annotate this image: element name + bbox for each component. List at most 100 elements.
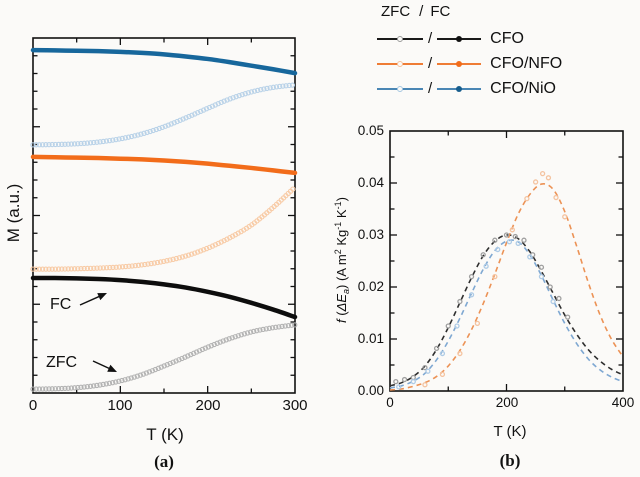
series-cfo-zfc-marker xyxy=(257,327,263,333)
series-cfo-nio-zfc-marker xyxy=(165,122,171,128)
series-cfo-zfc-marker xyxy=(164,362,170,368)
series-cfo-zfc-marker xyxy=(125,376,131,382)
series-cfo-nio-zfc-marker xyxy=(264,85,270,92)
series-cfo-zfc-marker xyxy=(282,323,288,329)
series-cfo-nio-zfc-marker xyxy=(87,140,94,146)
series-cfo-nfo-zfc-marker xyxy=(129,263,135,269)
series-cfo-nfo-zfc-marker xyxy=(139,262,145,268)
legend-row-cfo: / CFO xyxy=(377,26,637,51)
series-cfo-nfo-data-point xyxy=(439,371,446,378)
series-cfo-nio-zfc-marker xyxy=(110,137,116,143)
series-cfo-zfc-marker xyxy=(211,341,217,348)
series-cfo-fc xyxy=(30,275,298,320)
series-cfo-nio-fc xyxy=(30,47,298,76)
series-cfo-nio-zfc-marker xyxy=(49,141,55,148)
series-cfo-nio-zfc-marker xyxy=(46,141,52,148)
series-cfo-nio-zfc-marker xyxy=(209,103,216,109)
series-cfo-nfo-zfc-marker xyxy=(215,240,221,247)
panel-a-xtick-200: 200 xyxy=(195,397,221,414)
series-cfo-zfc-marker xyxy=(30,386,36,392)
series-cfo-zfc-marker xyxy=(214,340,220,346)
series-cfo-zfc-marker xyxy=(191,350,197,356)
legend-header-zfc: ZFC xyxy=(381,3,411,20)
panel-b-xtick-0: 0 xyxy=(386,395,394,410)
series-cfo-nio-zfc-marker xyxy=(168,121,174,127)
series-cfo-data-point xyxy=(401,376,408,383)
series-cfo-zfc-marker xyxy=(238,332,244,338)
series-cfo-zfc-marker xyxy=(137,372,144,378)
series-cfo-zfc-marker xyxy=(158,364,164,370)
series-cfo-nio-zfc-marker xyxy=(174,118,180,125)
series-cfo-data-point xyxy=(393,378,399,385)
series-cfo-nio-data-point xyxy=(515,240,521,246)
series-cfo-nio-zfc-marker xyxy=(78,140,84,147)
series-cfo-nio-zfc-marker xyxy=(65,141,71,147)
series-cfo-zfc-marker xyxy=(285,322,292,329)
series-cfo-nio-data-point xyxy=(468,292,475,298)
series-cfo-fit xyxy=(389,234,624,387)
series-cfo-nio-zfc-marker xyxy=(270,84,276,90)
series-cfo-nio-zfc-marker xyxy=(106,137,113,144)
series-cfo-zfc-marker xyxy=(220,338,226,344)
panel-b-ytick-002: 0.02 xyxy=(357,279,384,294)
series-cfo-nio-data-point xyxy=(495,246,501,253)
series-cfo-nio-zfc-marker xyxy=(186,113,192,120)
series-cfo-zfc-marker xyxy=(193,349,200,355)
series-cfo-nio-zfc-marker xyxy=(68,141,75,147)
series-cfo-data-point xyxy=(556,295,562,302)
series-cfo-nfo-zfc-guide xyxy=(33,187,295,269)
series-cfo-nio-zfc-marker xyxy=(286,82,292,89)
series-cfo-zfc-marker xyxy=(241,331,248,337)
series-cfo-nio-zfc-marker xyxy=(138,131,144,137)
series-cfo-nio-zfc-marker xyxy=(103,138,110,144)
series-cfo-nfo-zfc-marker xyxy=(142,261,148,268)
series-cfo-nfo-data-point xyxy=(474,320,481,327)
panel-b-caption: (b) xyxy=(499,451,521,470)
series-cfo-zfc-marker xyxy=(91,383,97,389)
series-cfo-nio-zfc-marker xyxy=(122,135,129,141)
series-cfo-zfc-marker xyxy=(68,385,75,391)
series-cfo-nio-zfc-marker xyxy=(203,106,210,112)
series-cfo-data-point xyxy=(521,237,527,243)
series-cfo-nio-zfc-marker xyxy=(192,111,198,117)
series-cfo-nfo-zfc-marker xyxy=(65,266,71,272)
series-cfo-nio-zfc-marker xyxy=(198,108,204,115)
series-cfo-nio-zfc-marker xyxy=(71,141,78,147)
series-cfo-zfc-marker xyxy=(223,337,229,343)
series-cfo-zfc-marker xyxy=(84,384,90,390)
series-cfo-zfc-marker xyxy=(202,345,209,351)
series-cfo-nfo-zfc-marker xyxy=(107,264,113,271)
zfc-line-sample xyxy=(377,35,423,42)
series-cfo-zfc-marker xyxy=(269,325,276,331)
series-cfo-zfc-marker xyxy=(254,328,260,334)
series-cfo-nfo-zfc-marker xyxy=(55,266,62,272)
series-cfo-nio-data-point xyxy=(410,378,416,385)
series-cfo-zfc-marker xyxy=(103,381,109,387)
series-cfo-nfo-zfc-marker xyxy=(59,266,65,272)
series-cfo-nio-zfc-marker xyxy=(224,97,230,103)
panel-b-y-axis-label: f (ΔEa) (A m2 Kg-1 K-1) xyxy=(333,197,351,323)
series-cfo-nio-zfc-marker xyxy=(280,83,286,89)
series-cfo-nio-zfc-marker xyxy=(273,84,280,90)
series-cfo-nio-zfc-marker xyxy=(144,129,150,136)
series-cfo-nio-zfc-marker xyxy=(159,124,165,131)
series-cfo-nfo-zfc-marker xyxy=(161,258,167,264)
series-cfo-zfc-marker xyxy=(226,336,232,342)
series-cfo-nio-data-point xyxy=(550,298,556,305)
series-cfo-nfo-data-point xyxy=(553,194,559,201)
series-cfo-nio-zfc-marker xyxy=(59,141,65,147)
series-cfo-nio-zfc-marker xyxy=(283,83,289,89)
series-cfo-nio-zfc-marker xyxy=(150,127,156,134)
series-cfo-nfo-data-point xyxy=(562,214,568,220)
fc-line-sample xyxy=(437,85,482,92)
series-cfo-zfc-marker xyxy=(235,333,241,339)
series-cfo-zfc-marker xyxy=(52,386,59,392)
series-cfo-nfo-data-point xyxy=(524,195,530,202)
series-cfo-zfc-marker xyxy=(152,366,159,373)
series-cfo-nfo-zfc-marker xyxy=(71,266,78,272)
series-cfo-zfc-marker xyxy=(260,326,266,333)
series-cfo-data-point xyxy=(468,273,475,280)
series-cfo-nfo-zfc-marker xyxy=(182,253,189,259)
